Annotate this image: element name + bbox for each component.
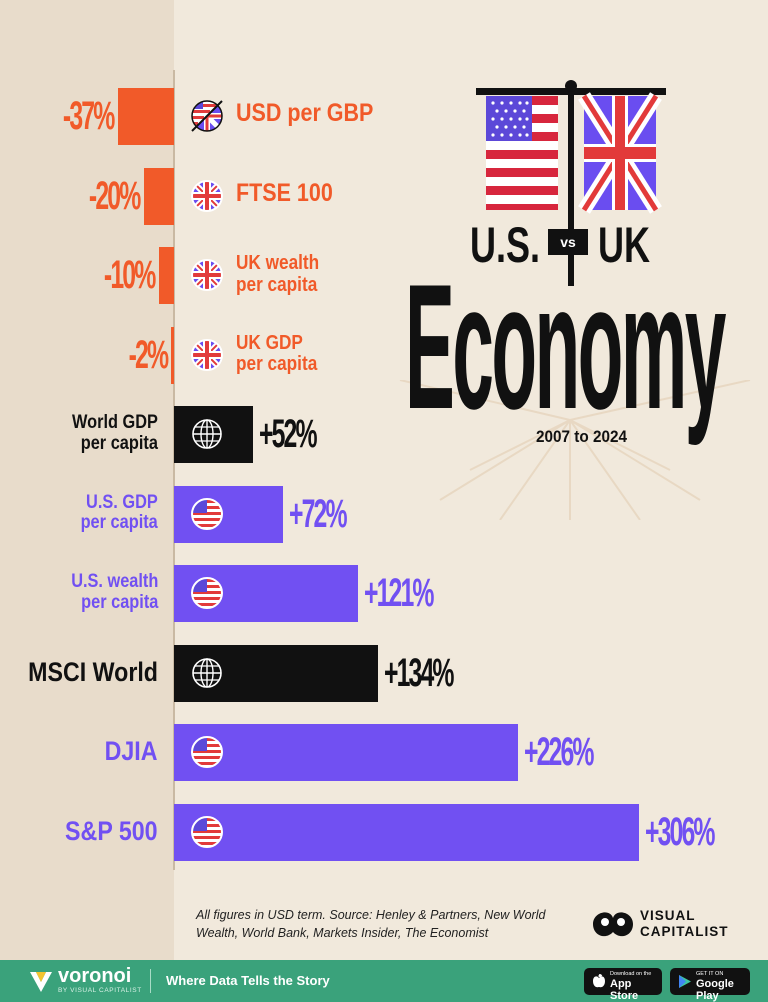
source-note: All figures in USD term. Source: Henley …: [196, 908, 546, 941]
category-label-9: S&P 500: [65, 815, 158, 846]
title-us: U.S.: [470, 217, 541, 273]
value-label-5: +72%: [289, 491, 348, 536]
footer-bar: voronoi BY VISUAL CAPITALIST Where Data …: [0, 960, 768, 1002]
us-flag-icon: [190, 815, 224, 849]
visual-capitalist-wordmark: VISUAL CAPITALIST: [640, 908, 729, 939]
title-economy: Economy: [405, 247, 726, 446]
uk-flag-icon: [190, 258, 224, 292]
category-label-2: UK wealth per capita: [236, 252, 320, 296]
category-label-7: MSCI World: [28, 656, 158, 687]
left-band: [0, 0, 174, 960]
value-label-7: +134%: [383, 650, 454, 695]
voronoi-logo-subtext: BY VISUAL CAPITALIST: [58, 987, 142, 994]
bar-8: [174, 724, 518, 781]
value-label-0: -37%: [63, 94, 115, 138]
category-label-0: USD per GBP: [236, 99, 374, 127]
title-vs-badge: vs: [548, 229, 588, 255]
footer-tagline: Where Data Tells the Story: [166, 973, 330, 988]
apple-icon: [593, 974, 605, 988]
value-label-4: +52%: [259, 412, 318, 456]
brand-line2: CAPITALIST: [640, 923, 729, 939]
bar-9: [174, 803, 640, 861]
category-label-3: UK GDP per capita: [236, 331, 318, 376]
voronoi-logo-text[interactable]: voronoi: [58, 965, 132, 987]
visual-capitalist-logo-icon: [593, 912, 633, 937]
globe-icon: [190, 656, 224, 690]
uk-flag-icon: [190, 338, 224, 372]
us-uk-flag-icon: [190, 99, 224, 133]
us-flag-icon: [190, 735, 224, 769]
google-play-text: Google Play: [696, 978, 734, 1002]
app-store-text: App Store: [610, 978, 639, 1002]
app-store-button[interactable]: Download on the App Store: [584, 968, 662, 1002]
value-label-2: -10%: [104, 253, 156, 297]
google-play-icon: [679, 975, 691, 988]
footer-divider: [150, 969, 151, 993]
value-label-6: +121%: [363, 571, 434, 615]
brand-line1: VISUAL: [640, 908, 696, 923]
subtitle-years: 2007 to 2024: [536, 427, 628, 446]
globe-icon: [190, 417, 224, 451]
google-play-button[interactable]: GET IT ON Google Play: [670, 968, 750, 1002]
bar-1: [143, 167, 174, 225]
bar-3: [170, 326, 174, 384]
value-label-1: -20%: [89, 173, 141, 218]
google-play-small-text: GET IT ON: [696, 971, 724, 977]
bar-0: [117, 88, 174, 145]
category-label-5: U.S. GDP per capita: [80, 491, 158, 534]
category-label-1: FTSE 100: [236, 178, 333, 207]
flag-pole-graphic: [476, 80, 666, 286]
us-flag-icon: [190, 576, 224, 610]
title-uk: UK: [598, 217, 650, 273]
voronoi-logo-icon[interactable]: [28, 968, 54, 994]
value-label-8: +226%: [523, 730, 594, 774]
category-label-8: DJIA: [105, 736, 158, 766]
value-label-9: +306%: [645, 809, 715, 854]
value-label-3: -2%: [128, 332, 168, 377]
us-flag-icon: [486, 96, 558, 210]
zero-axis: [173, 70, 175, 870]
category-label-6: U.S. wealth per capita: [70, 571, 158, 613]
uk-flag-icon: [578, 92, 662, 214]
us-flag-icon: [190, 497, 224, 531]
app-store-small-text: Download on the: [610, 971, 652, 977]
bar-2: [158, 247, 174, 304]
category-label-4: World GDP per capita: [72, 412, 158, 454]
sunburst-rays: [399, 380, 751, 520]
uk-flag-icon: [190, 179, 224, 213]
